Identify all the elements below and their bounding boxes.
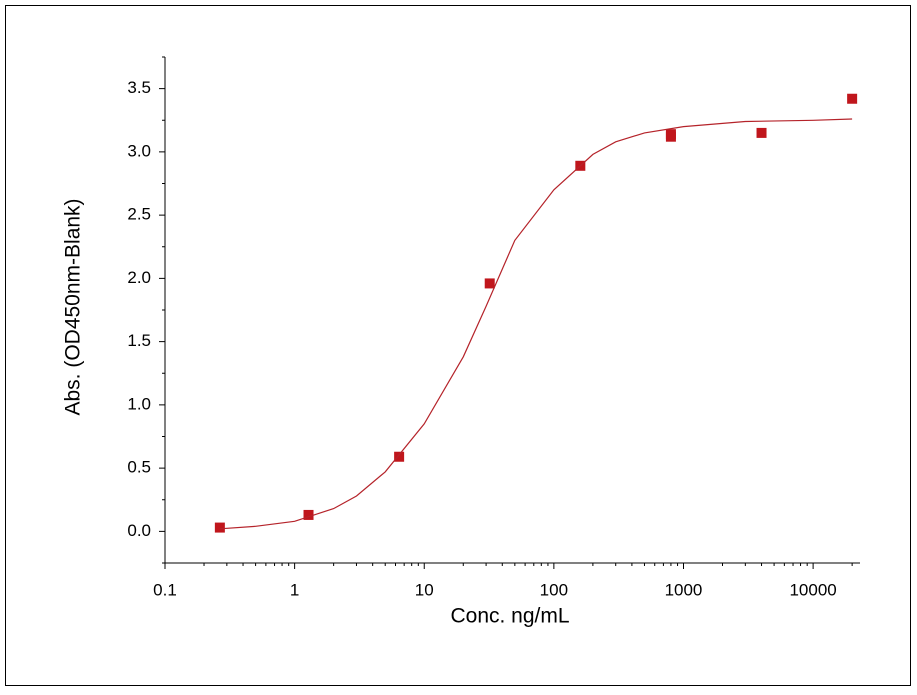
- y-tick-label: 3.5: [127, 78, 151, 97]
- y-tick-label: 0.5: [127, 458, 151, 477]
- x-tick-label: 1000: [665, 580, 703, 599]
- data-point: [847, 93, 858, 104]
- data-point: [394, 451, 405, 462]
- y-tick-label: 3.0: [127, 141, 151, 160]
- x-tick-label: 0.1: [153, 580, 177, 599]
- y-tick-label: 2.5: [127, 205, 151, 224]
- y-tick-label: 1.5: [127, 331, 151, 350]
- data-point: [484, 278, 495, 289]
- x-tick-label: 1: [290, 580, 299, 599]
- data-point: [756, 127, 767, 138]
- data-point: [303, 509, 314, 520]
- y-tick-label: 2.0: [127, 268, 151, 287]
- frame: [5, 5, 911, 686]
- y-axis-label: Abs. (OD450nm-Blank): [62, 198, 85, 415]
- data-point: [214, 522, 225, 533]
- x-tick-label: 10000: [789, 580, 836, 599]
- fit-curve: [219, 118, 853, 530]
- y-tick-label: 1.0: [127, 394, 151, 413]
- data-point: [665, 129, 676, 140]
- x-tick-label: 100: [540, 580, 568, 599]
- x-axis-label: Conc. ng/mL: [450, 605, 569, 628]
- y-tick-label: 0.0: [127, 521, 151, 540]
- x-tick-label: 10: [415, 580, 434, 599]
